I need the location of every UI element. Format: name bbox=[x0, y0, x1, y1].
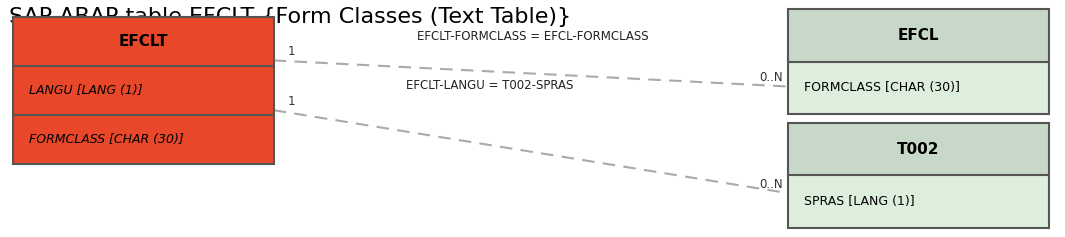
Text: 0..N: 0..N bbox=[759, 178, 783, 191]
Text: 1: 1 bbox=[288, 45, 295, 58]
Text: 1: 1 bbox=[288, 95, 295, 108]
FancyBboxPatch shape bbox=[788, 175, 1049, 228]
Text: EFCLT: EFCLT bbox=[118, 34, 168, 49]
Text: LANGU [LANG (1)]: LANGU [LANG (1)] bbox=[29, 84, 143, 96]
Text: 0..N: 0..N bbox=[759, 71, 783, 84]
FancyBboxPatch shape bbox=[788, 62, 1049, 114]
FancyBboxPatch shape bbox=[788, 9, 1049, 62]
FancyBboxPatch shape bbox=[13, 66, 274, 114]
Text: FORMCLASS [CHAR (30)]: FORMCLASS [CHAR (30)] bbox=[29, 132, 183, 146]
FancyBboxPatch shape bbox=[13, 17, 274, 66]
FancyBboxPatch shape bbox=[13, 114, 274, 164]
Text: FORMCLASS [CHAR (30)]: FORMCLASS [CHAR (30)] bbox=[804, 81, 960, 94]
Text: SAP ABAP table EFCLT {Form Classes (Text Table)}: SAP ABAP table EFCLT {Form Classes (Text… bbox=[9, 7, 571, 27]
Text: EFCLT-LANGU = T002-SPRAS: EFCLT-LANGU = T002-SPRAS bbox=[406, 79, 574, 92]
Text: T002: T002 bbox=[898, 142, 939, 157]
Text: EFCL: EFCL bbox=[898, 28, 939, 43]
FancyBboxPatch shape bbox=[788, 123, 1049, 175]
Text: EFCLT-FORMCLASS = EFCL-FORMCLASS: EFCLT-FORMCLASS = EFCL-FORMCLASS bbox=[416, 30, 649, 43]
Text: SPRAS [LANG (1)]: SPRAS [LANG (1)] bbox=[804, 195, 915, 208]
